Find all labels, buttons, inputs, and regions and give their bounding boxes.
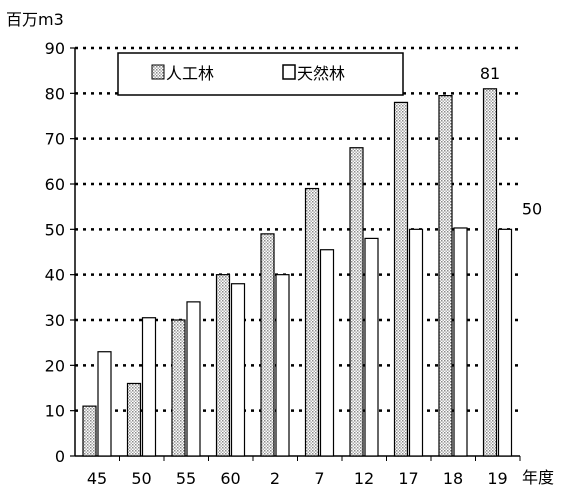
bar-planted [126, 382, 142, 457]
x-tick-label: 7 [314, 469, 324, 488]
annotations: 81 50 [480, 64, 542, 219]
x-axis-label: 年度 [522, 468, 554, 487]
bar-natural [230, 283, 246, 457]
x-tick-label: 18 [443, 469, 463, 488]
y-tick-label: 0 [55, 447, 65, 466]
legend-box [117, 52, 404, 96]
y-tick-label: 50 [45, 220, 65, 239]
data-label: 81 [480, 64, 500, 83]
y-tick-label: 60 [45, 175, 65, 194]
x-tick-labels: 45 50 55 60 2 7 12 17 18 19 [87, 469, 508, 488]
bar-natural [97, 351, 112, 457]
bar-natural [275, 274, 290, 457]
legend-swatch-natural [282, 64, 296, 80]
y-tick-label: 90 [45, 39, 65, 58]
bars [82, 88, 513, 457]
legend-label-natural: 天然林 [297, 64, 345, 83]
bar-planted [215, 274, 231, 457]
bar-natural [497, 228, 513, 457]
x-tick-label: 45 [87, 469, 107, 488]
x-tick-label: 12 [354, 469, 374, 488]
y-tick-labels: 0 10 20 30 40 50 60 70 80 90 [45, 39, 65, 466]
bar-planted [438, 94, 453, 457]
bar-natural [141, 317, 157, 457]
y-tick-label: 70 [45, 130, 65, 149]
x-tick-label: 19 [487, 469, 507, 488]
legend-label-planted: 人工林 [166, 64, 214, 83]
x-tick-label: 17 [398, 469, 418, 488]
bar-planted [304, 187, 320, 457]
x-tick-label: 55 [176, 469, 196, 488]
x-tick-label: 2 [270, 469, 280, 488]
bar-natural [319, 249, 335, 457]
bar-natural [408, 228, 424, 457]
bar-planted [82, 405, 97, 457]
bar-planted [482, 88, 498, 457]
data-label: 50 [522, 199, 542, 218]
y-tick-label: 80 [45, 84, 65, 103]
x-tick-label: 50 [131, 469, 151, 488]
bar-natural [186, 301, 201, 457]
bar-natural [453, 227, 468, 457]
y-tick-label: 40 [45, 266, 65, 285]
legend: 人工林 天然林 [117, 52, 404, 96]
bar-planted [393, 101, 409, 457]
y-axis-label: 百万m3 [6, 10, 64, 29]
bar-natural [364, 237, 379, 457]
bar-planted [171, 319, 186, 457]
x-tick-label: 60 [220, 469, 240, 488]
legend-swatch-planted [151, 64, 165, 80]
y-tick-label: 10 [45, 402, 65, 421]
y-tick-label: 20 [45, 356, 65, 375]
bar-planted [349, 147, 364, 457]
y-tick-label: 30 [45, 311, 65, 330]
bar-planted [260, 233, 275, 457]
